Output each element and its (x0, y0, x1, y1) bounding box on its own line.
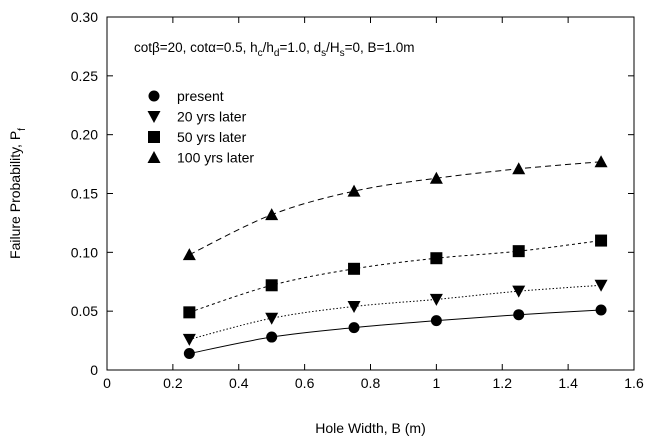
data-point (512, 285, 526, 298)
data-markers (182, 155, 608, 360)
legend-marker (147, 151, 161, 163)
y-tick-label: 0.30 (71, 9, 98, 25)
data-point (182, 248, 196, 261)
data-point (183, 348, 195, 360)
x-tick-label: 0.2 (163, 375, 183, 391)
x-tick-label: 0 (103, 375, 111, 391)
y-axis-title-main: Failure Probability, P (7, 131, 23, 259)
data-point (512, 245, 525, 258)
fit-curve (189, 240, 602, 313)
legend-label: 20 yrs later (177, 109, 247, 125)
x-axis-title: Hole Width, B (m) (315, 420, 425, 436)
data-point (594, 279, 608, 292)
y-tick-label: 0.15 (71, 186, 98, 202)
fit-curves (189, 161, 602, 355)
x-tick-label: 0.4 (229, 375, 249, 391)
x-tick-label: 0.8 (361, 375, 381, 391)
y-tick-label: 0.25 (71, 68, 98, 84)
data-point (348, 322, 360, 334)
annotation-subscript: s (340, 48, 345, 59)
legend-marker (148, 131, 160, 143)
y-tick-label: 0 (90, 362, 98, 378)
data-point (348, 262, 361, 275)
data-point (347, 184, 361, 197)
fit-curve (189, 309, 602, 355)
data-point (265, 312, 279, 325)
data-point (183, 306, 196, 319)
x-tick-label: 0.6 (295, 375, 315, 391)
x-tick-label: 1.6 (624, 375, 644, 391)
x-tick-label: 1.4 (558, 375, 578, 391)
annotation-text: /H (326, 40, 340, 55)
x-tick-label: 1 (432, 375, 440, 391)
legend-marker (147, 111, 161, 123)
data-point (595, 234, 608, 247)
data-point (265, 279, 278, 292)
data-point (182, 333, 196, 346)
fit-curve (189, 284, 602, 340)
legend: present 20 yrs later 50 yrs later 100 yrs l… (147, 88, 254, 166)
data-point (594, 155, 608, 168)
data-point (430, 315, 442, 327)
legend-marker (148, 90, 160, 102)
y-axis-title: Failure Probability, Pf (7, 128, 28, 259)
data-point (430, 252, 443, 265)
annotation-text: =1.0, d (279, 40, 321, 55)
legend-label: present (177, 88, 224, 104)
y-tick-label: 0.20 (71, 127, 98, 143)
data-point (265, 208, 279, 221)
annotation-subscript: s (321, 48, 326, 59)
data-point (595, 304, 607, 316)
y-axis-title-subscript: f (17, 128, 28, 131)
x-tick-label: 1.2 (493, 375, 513, 391)
data-point (513, 309, 525, 321)
legend-label: 100 yrs later (177, 150, 254, 166)
annotation-text: cotβ=20, cotα=0.5, h (134, 40, 258, 55)
data-point (429, 171, 443, 184)
axes: 0 0.2 0.4 0.6 0.8 1 1.2 1.4 1.6 0 0.05 0.10 0.15 0.20… (71, 9, 644, 391)
legend-label: 50 yrs later (177, 129, 247, 145)
y-tick-label: 0.05 (71, 303, 98, 319)
annotation-text: =0, B=1.0m (345, 40, 415, 55)
annotation-subscript: d (274, 48, 280, 59)
data-point (347, 300, 361, 313)
fit-curve (189, 161, 602, 256)
data-point (266, 331, 278, 343)
condition-annotation: cotβ=20, cotα=0.5, hc/hd=1.0, ds/Hs=0, B… (134, 40, 414, 59)
data-point (512, 162, 526, 175)
annotation-text: /h (263, 40, 274, 55)
data-point (429, 293, 443, 306)
y-tick-label: 0.10 (71, 244, 98, 260)
annotation-subscript: c (258, 48, 263, 59)
